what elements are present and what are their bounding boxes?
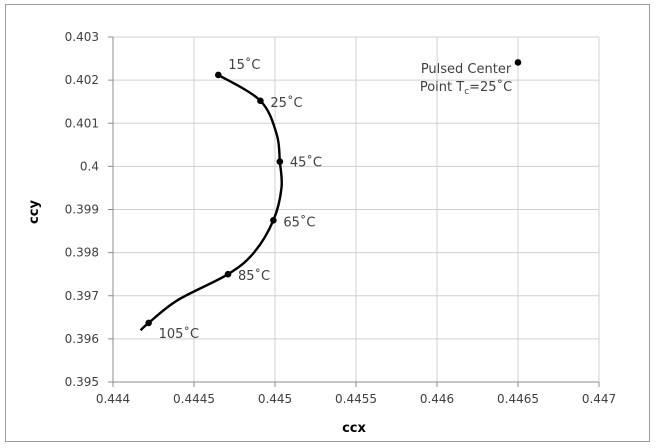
y-tick-label: 0.402 [65, 73, 99, 87]
y-tick-label: 0.399 [65, 203, 99, 217]
points-layer [145, 59, 522, 327]
x-tick-label: 0.445 [258, 392, 292, 406]
grid-lines [108, 36, 600, 387]
point-label: 85˚C [238, 268, 270, 284]
x-tick-label: 0.4465 [497, 392, 539, 406]
data-point [215, 71, 222, 79]
x-tick-label: 0.4455 [335, 392, 377, 406]
y-tick-label: 0.401 [65, 116, 99, 130]
pulsed-center-point [514, 59, 522, 66]
y-tick-label: 0.397 [65, 289, 99, 303]
tick-labels: 0.444 0.4445 0.445 0.4455 0.446 0.4465 0.447 0.… [65, 30, 617, 406]
annotation-line-2-prefix: Point T [420, 80, 464, 95]
point-labels-layer: 15˚C 25˚C 45˚C 65˚C 85˚C 105˚C [159, 57, 322, 342]
annotation-subscript: c [464, 87, 469, 97]
annotation-line-1: Pulsed Center [421, 62, 512, 77]
data-point [257, 97, 264, 105]
temperature-curve [139, 73, 283, 332]
data-point [276, 158, 284, 165]
data-point [145, 319, 152, 327]
x-tick-label: 0.447 [582, 392, 616, 406]
x-axis-title: ccx [342, 421, 366, 436]
data-point [224, 270, 232, 278]
y-tick-label: 0.403 [65, 30, 99, 44]
annotation-line-2: Point Tc=25˚C [420, 79, 512, 97]
y-tick-label: 0.398 [65, 246, 99, 260]
point-label: 15˚C [228, 57, 260, 73]
data-point [270, 216, 277, 224]
y-tick-label: 0.4 [80, 159, 99, 173]
x-tick-label: 0.444 [96, 392, 130, 406]
point-label: 105˚C [159, 326, 199, 342]
point-label: 65˚C [283, 214, 315, 230]
curve-layer [139, 73, 283, 332]
x-tick-label: 0.4445 [173, 392, 215, 406]
annotation-line-2-suffix: =25˚C [469, 79, 512, 95]
point-label: 45˚C [290, 155, 322, 171]
x-tick-label: 0.446 [420, 392, 454, 406]
y-axis-title: ccy [27, 200, 42, 224]
point-label: 25˚C [270, 95, 302, 111]
y-tick-label: 0.395 [65, 375, 99, 389]
y-tick-label: 0.396 [65, 332, 99, 346]
